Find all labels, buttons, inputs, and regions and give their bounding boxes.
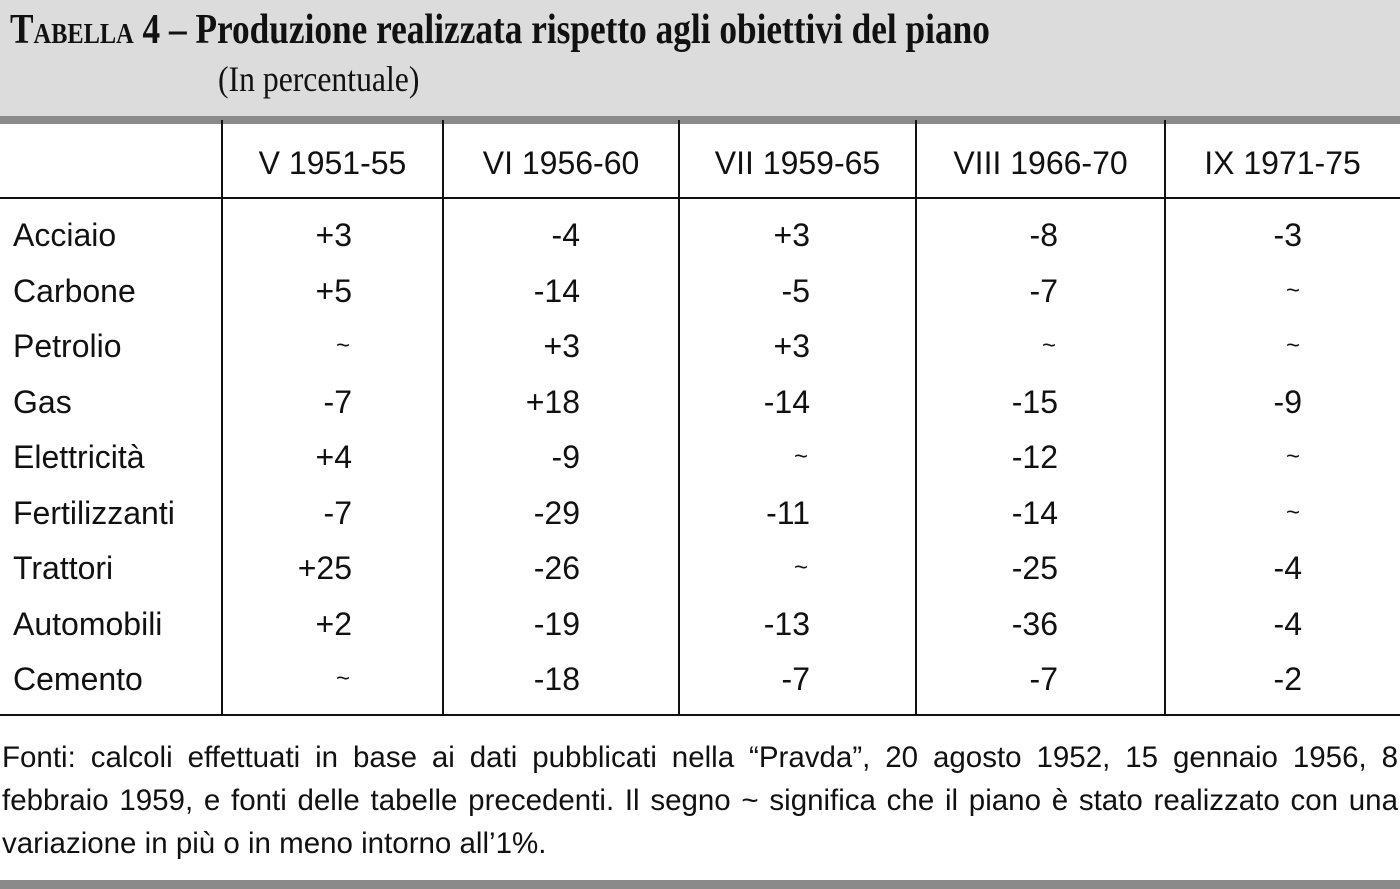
cell-value: -15	[1011, 383, 1058, 420]
cell-value: -7	[323, 383, 352, 420]
row-label: Fertilizzanti	[13, 494, 175, 531]
title-label: Tabella	[10, 7, 134, 53]
column-rule	[442, 120, 444, 715]
cell-value: +18	[525, 383, 580, 420]
cell-value: -7	[781, 661, 810, 697]
cell-value: ~	[1285, 498, 1300, 526]
cell-value: -13	[763, 605, 810, 642]
title: Tabella 4 – Produzione realizzata rispet…	[10, 6, 990, 54]
cell-value: -9	[1273, 383, 1302, 420]
cell-value: -5	[781, 272, 810, 309]
cell-value: -12	[1011, 439, 1058, 475]
column-rule	[678, 120, 680, 715]
cell-value: -9	[551, 439, 580, 475]
row-label: Acciaio	[13, 217, 117, 253]
cell-value: +4	[315, 439, 352, 475]
cell-value: -18	[533, 661, 580, 697]
cell-value: +3	[543, 328, 580, 364]
row-label: Automobili	[13, 605, 163, 642]
subtitle: (In percentuale)	[218, 59, 420, 99]
cell-value: -8	[1029, 217, 1058, 253]
cell-value: -4	[551, 217, 580, 253]
column-header: VI 1956-60	[482, 145, 640, 181]
row-label: Gas	[13, 383, 72, 420]
row-label: Cemento	[13, 661, 143, 697]
cell-value: +3	[315, 217, 352, 253]
cell-value: -2	[1273, 661, 1302, 697]
rule	[0, 197, 1400, 199]
column-rule	[221, 120, 223, 715]
cell-value: +2	[315, 605, 352, 642]
cell-value: -14	[533, 272, 580, 309]
cell-value: -4	[1273, 550, 1302, 586]
cell-value: +3	[773, 217, 810, 253]
cell-value: ~	[793, 443, 808, 470]
cell-value: -3	[1273, 217, 1302, 253]
cell-value: ~	[1041, 332, 1056, 359]
column-header: IX 1971-75	[1204, 145, 1361, 181]
cell-value: ~	[335, 332, 350, 359]
cell-value: +25	[297, 550, 352, 586]
cell-value: -7	[323, 494, 352, 531]
column-rule	[1164, 120, 1166, 715]
cell-value: -7	[1029, 661, 1058, 697]
header: Tabella 4 – Produzione realizzata rispet…	[0, 0, 1400, 116]
cell-value: ~	[335, 665, 350, 692]
cell-value: -14	[1011, 494, 1058, 531]
cell-value: -7	[1029, 272, 1058, 309]
column-rule	[915, 120, 917, 715]
cell-value: +5	[315, 272, 352, 309]
footnote: Fonti: calcoli effettuati in base ai dat…	[2, 741, 1398, 860]
cell-value: +3	[773, 328, 810, 364]
rule	[0, 880, 1400, 889]
title-text: 4 – Produzione realizzata rispetto agli …	[142, 7, 990, 53]
cell-value: -26	[533, 550, 580, 586]
rule	[0, 714, 1400, 716]
cell-value: -25	[1011, 550, 1058, 586]
row-label: Petrolio	[13, 328, 122, 364]
column-header: VIII 1966-70	[953, 145, 1128, 181]
row-label: Elettricità	[13, 439, 145, 475]
cell-value: ~	[1285, 276, 1300, 304]
cell-value: -11	[766, 494, 810, 531]
cell-value: -29	[533, 494, 580, 531]
cell-value: -19	[533, 605, 580, 642]
rule	[0, 116, 1400, 124]
cell-value: -4	[1273, 605, 1302, 642]
cell-value: ~	[793, 554, 808, 581]
row-label: Trattori	[13, 550, 114, 586]
cell-value: -14	[763, 383, 810, 420]
column-header: V 1951-55	[258, 145, 407, 181]
cell-value: ~	[1285, 332, 1300, 359]
column-header: VII 1959-65	[714, 145, 881, 181]
row-label: Carbone	[13, 272, 136, 309]
cell-value: -36	[1011, 605, 1058, 642]
cell-value: ~	[1285, 443, 1300, 470]
